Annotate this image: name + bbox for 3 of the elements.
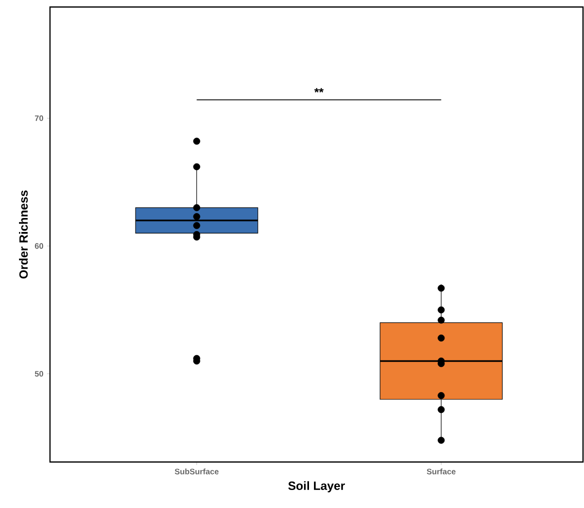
x-axis-title: Soil Layer [288,481,345,492]
y-axis-title: Order Richness [19,190,28,279]
annotation: ** [314,88,324,93]
